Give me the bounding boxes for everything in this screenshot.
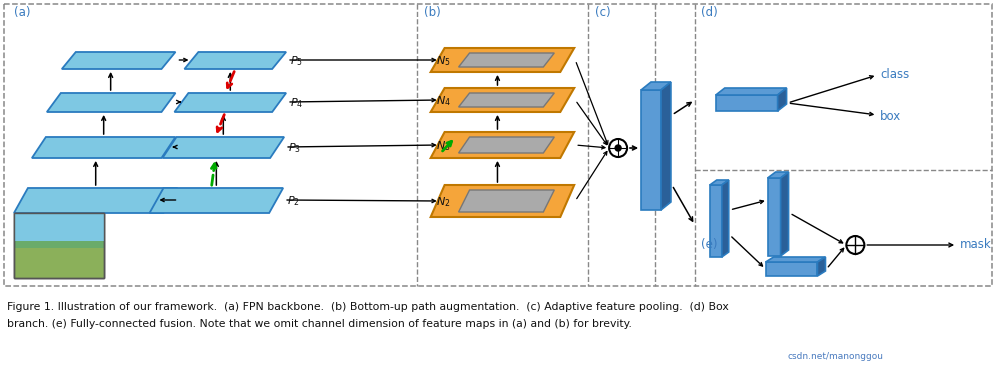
Polygon shape	[174, 93, 286, 112]
Polygon shape	[431, 132, 574, 158]
Polygon shape	[62, 52, 175, 69]
Polygon shape	[716, 88, 787, 95]
Text: box: box	[880, 109, 902, 123]
Text: mask: mask	[960, 239, 992, 251]
Polygon shape	[817, 257, 825, 276]
Circle shape	[609, 139, 627, 157]
Text: $N_5$: $N_5$	[436, 54, 450, 68]
Text: (c): (c)	[595, 6, 611, 19]
Polygon shape	[766, 257, 825, 262]
Polygon shape	[14, 188, 177, 213]
Bar	[14, 213, 104, 241]
Polygon shape	[162, 137, 284, 158]
Text: (a): (a)	[14, 6, 30, 19]
Polygon shape	[710, 185, 722, 257]
Polygon shape	[716, 95, 778, 111]
Polygon shape	[459, 137, 554, 153]
Polygon shape	[47, 93, 175, 112]
Text: class: class	[880, 67, 910, 81]
Text: Figure 1. Illustration of our framework.  (a) FPN backbone.  (b) Bottom-up path : Figure 1. Illustration of our framework.…	[7, 302, 729, 312]
Text: (b): (b)	[424, 6, 440, 19]
Text: $N_3$: $N_3$	[436, 139, 450, 153]
Text: $P_3$: $P_3$	[288, 142, 301, 156]
Polygon shape	[766, 262, 817, 276]
Text: branch. (e) Fully-connected fusion. Note that we omit channel dimension of featu: branch. (e) Fully-connected fusion. Note…	[7, 319, 632, 329]
Circle shape	[846, 236, 864, 254]
Text: $N_4$: $N_4$	[436, 94, 451, 108]
Polygon shape	[184, 52, 286, 69]
Polygon shape	[459, 53, 554, 67]
Bar	[14, 213, 104, 248]
Polygon shape	[431, 185, 574, 217]
Bar	[14, 248, 104, 278]
Polygon shape	[710, 180, 729, 185]
Text: csdn.net/manonggou: csdn.net/manonggou	[788, 352, 884, 361]
Polygon shape	[768, 172, 789, 178]
Polygon shape	[641, 90, 661, 210]
Text: $P_2$: $P_2$	[287, 195, 300, 208]
Polygon shape	[778, 88, 787, 111]
Text: (e): (e)	[701, 238, 717, 251]
Text: $P_4$: $P_4$	[290, 97, 303, 111]
Text: (d): (d)	[701, 6, 718, 19]
Polygon shape	[459, 93, 554, 107]
Polygon shape	[661, 82, 671, 210]
Text: $N_2$: $N_2$	[436, 195, 450, 209]
Polygon shape	[641, 82, 671, 90]
Polygon shape	[431, 48, 574, 72]
Polygon shape	[459, 190, 554, 212]
Polygon shape	[722, 180, 729, 257]
Bar	[14, 213, 104, 278]
FancyBboxPatch shape	[14, 213, 104, 278]
Polygon shape	[431, 88, 574, 112]
Polygon shape	[768, 178, 781, 256]
Polygon shape	[781, 172, 789, 256]
Circle shape	[615, 145, 621, 151]
Bar	[14, 213, 104, 278]
Polygon shape	[150, 188, 283, 213]
Text: $P_5$: $P_5$	[290, 55, 303, 68]
Polygon shape	[32, 137, 175, 158]
